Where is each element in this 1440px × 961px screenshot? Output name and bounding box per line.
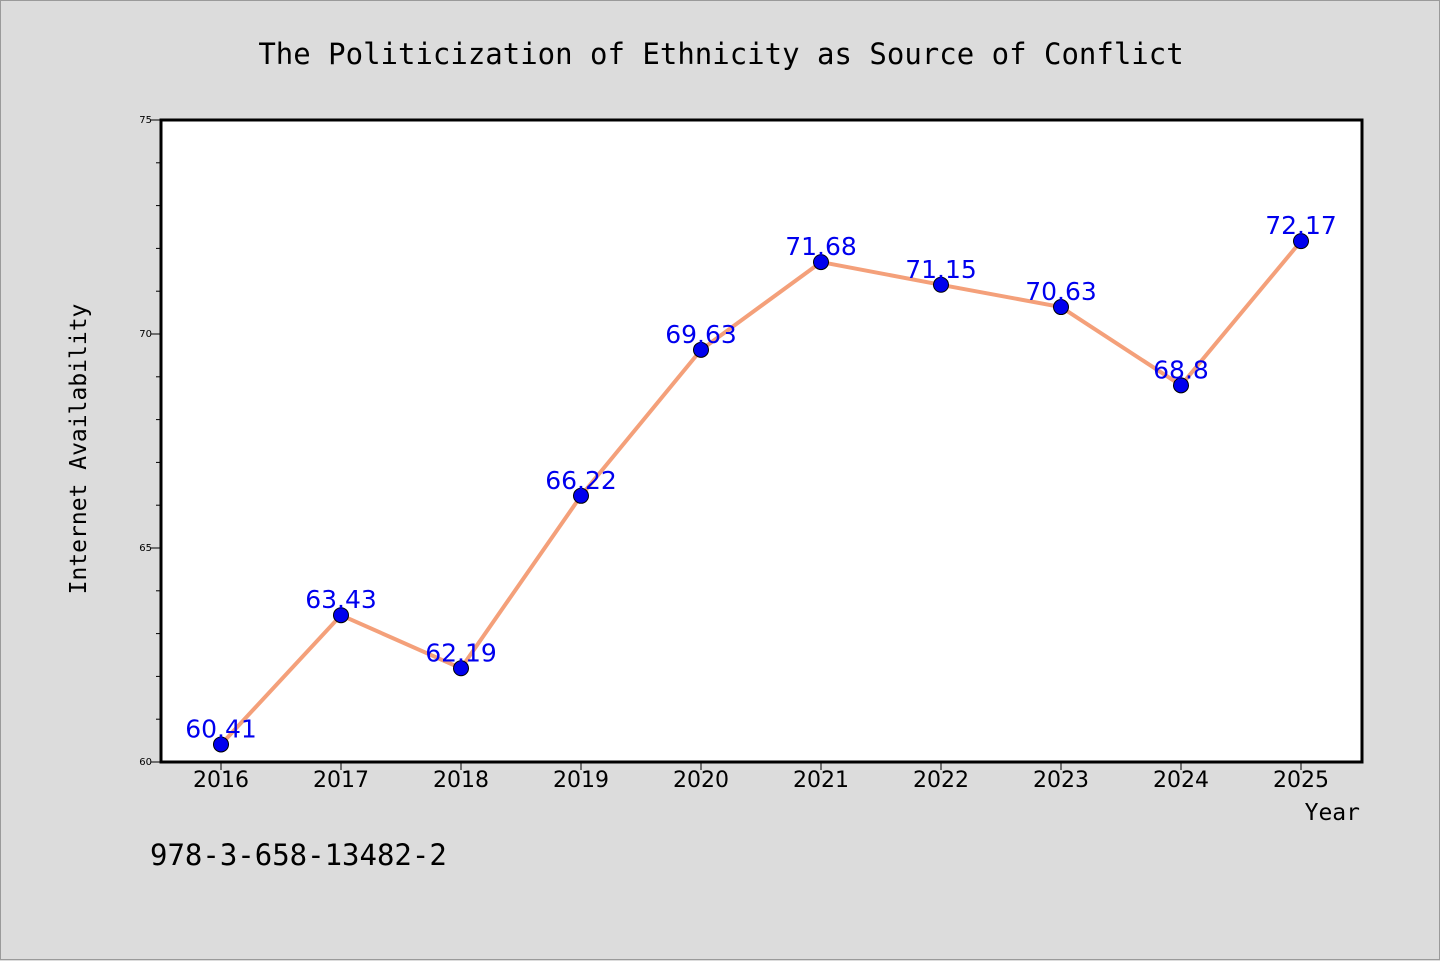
- data-point: [453, 660, 469, 677]
- data-point: [813, 254, 829, 271]
- data-label: 63.43: [305, 585, 377, 614]
- x-tick-label: 2022: [913, 768, 969, 793]
- x-tick-label: 2023: [1033, 768, 1089, 793]
- x-tick-label: 2021: [793, 768, 849, 793]
- x-axis-label: Year: [1305, 800, 1360, 826]
- x-tick-label: 2018: [433, 768, 489, 793]
- axes: [159, 118, 1364, 764]
- x-tick-label: 2016: [193, 768, 249, 793]
- y-tick-label: 75: [139, 115, 152, 126]
- data-label: 66.22: [545, 466, 617, 495]
- y-tick-label: 60: [139, 757, 152, 768]
- axis-ticks: 60 65 70 75 2016 2017 2018 2019 2020 2021 2022 2023…: [139, 115, 1329, 793]
- series-line-layer: [219, 239, 1303, 746]
- data-label: 72.17: [1265, 211, 1337, 240]
- data-label: 71.15: [905, 255, 977, 284]
- data-point: [573, 487, 589, 504]
- series-line: [219, 239, 1303, 746]
- data-label: 62.19: [425, 638, 497, 667]
- y-tick-label: 70: [139, 329, 152, 340]
- data-label: 71.68: [785, 232, 857, 261]
- data-labels: 60.41 63.43 62.19 66.22 69.63 71.68 71.15 70.63…: [185, 211, 1337, 743]
- data-label: 70.63: [1025, 277, 1097, 306]
- plot-area: [159, 118, 1364, 764]
- data-label: 69.63: [665, 320, 737, 349]
- data-label: 68.8: [1153, 355, 1209, 384]
- chart-title: The Politicization of Ethnicity as Sourc…: [258, 37, 1183, 71]
- data-point: [333, 607, 349, 624]
- data-point: [1293, 233, 1309, 250]
- y-tick-label: 65: [139, 543, 152, 554]
- x-tick-label: 2024: [1153, 768, 1209, 793]
- x-tick-label: 2017: [313, 768, 369, 793]
- data-point: [933, 276, 949, 293]
- data-point: [1173, 377, 1189, 394]
- data-point: [213, 736, 229, 753]
- data-label: 60.41: [185, 714, 257, 743]
- data-point: [693, 341, 709, 358]
- data-point: [1053, 299, 1069, 316]
- y-axis-label: Internet Availability: [66, 304, 92, 595]
- x-tick-label: 2019: [553, 768, 609, 793]
- footnote: 978-3-658-13482-2: [150, 838, 447, 872]
- series-markers: [213, 233, 1309, 753]
- x-tick-label: 2020: [673, 768, 729, 793]
- x-tick-label: 2025: [1273, 768, 1329, 793]
